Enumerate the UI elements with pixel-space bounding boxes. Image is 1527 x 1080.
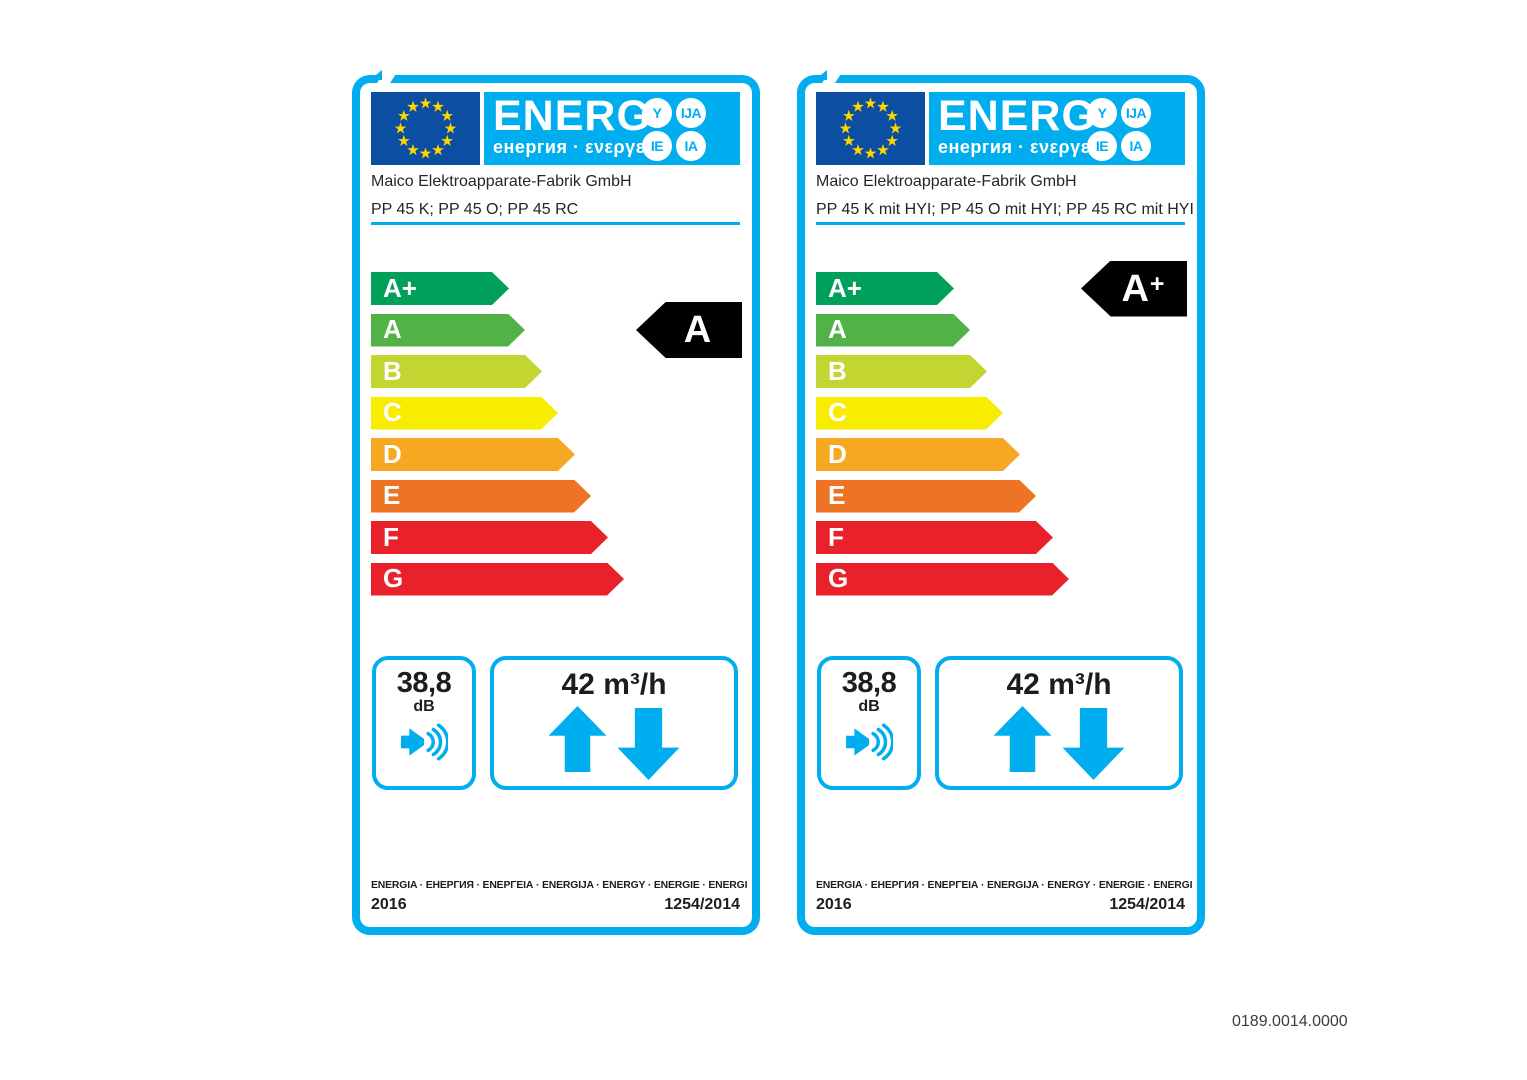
noise-value: 38,8	[396, 667, 452, 699]
suffix-circle-y: Y	[642, 98, 672, 128]
airflow-arrows	[939, 706, 1179, 780]
suffix-circle-ia: IA	[1121, 131, 1151, 161]
airflow-box: 42 m³/h	[935, 656, 1183, 790]
airflow-arrows	[494, 706, 734, 780]
divider	[371, 222, 740, 225]
divider	[816, 222, 1185, 225]
energy-label-left: ENERG енергия · ενεργεια Y IJA IE IA Mai…	[352, 70, 760, 935]
energy-class-bar-e: E	[816, 480, 1036, 513]
footer-languages: ENERGIA · ЕНЕРГИЯ · ΕΝΕΡΓΕΙΑ · ENERGIJA …	[816, 880, 1193, 891]
document-number: 0189.0014.0000	[1232, 1013, 1348, 1030]
energy-class-bar-c: C	[816, 397, 1003, 430]
suffix-circle-ia: IA	[676, 131, 706, 161]
eu-flag-stars-icon	[394, 97, 457, 159]
rating-plus: +	[1149, 269, 1165, 298]
energ-suffix-circles: Y IJA IE IA	[1087, 98, 1151, 161]
suffix-circle-ie: IE	[642, 131, 672, 161]
supplier-name: Maico Elektroapparate-Fabrik GmbH	[816, 173, 1077, 190]
suffix-circle-ie: IE	[1087, 131, 1117, 161]
energy-class-bar-label: B	[828, 355, 847, 386]
footer-languages: ENERGIA · ЕНЕРГИЯ · ΕΝΕΡΓΕΙΑ · ENERGIJA …	[371, 880, 748, 891]
speaker-icon	[401, 723, 450, 761]
airflow-value: 42 m³/h	[1006, 668, 1112, 701]
supplier-name: Maico Elektroapparate-Fabrik GmbH	[371, 173, 632, 190]
eu-flag-stars-icon	[839, 97, 902, 159]
energy-class-scale: A+ A B C D E F G	[816, 272, 1185, 638]
suffix-circle-y: Y	[1087, 98, 1117, 128]
footer-year: 2016	[371, 896, 407, 913]
energy-class-scale: A+ A B C D E F G	[371, 272, 740, 638]
energy-class-bar-label: G	[383, 563, 404, 593]
energ-word: ENERG	[938, 92, 1096, 140]
energy-class-bar-label: D	[828, 438, 847, 469]
speaker-icon	[846, 723, 895, 761]
footer-regulation: 1254/2014	[1109, 896, 1185, 913]
energy-class-bar-d: D	[371, 438, 575, 471]
energy-class-bar-f: F	[816, 521, 1053, 554]
energy-class-bar-label: C	[383, 397, 402, 427]
energ-suffix-circles: Y IJA IE IA	[642, 98, 706, 161]
energ-logo: ENERG енергия · ενεργεια Y IJA IE IA	[484, 92, 740, 165]
energy-class-bar-label: A	[828, 314, 847, 344]
energy-class-bar-g: G	[816, 563, 1069, 596]
rating-letter: A	[1121, 267, 1149, 310]
energy-class-bar-e: E	[371, 480, 591, 513]
energ-subtitle: енергия · ενεργεια	[493, 137, 662, 157]
energy-class-bar-b: B	[371, 355, 542, 388]
suffix-circle-ija: IJA	[676, 98, 706, 128]
energ-word: ENERG	[493, 92, 651, 140]
arrow-up-icon	[548, 706, 607, 772]
noise-value: 38,8	[841, 667, 897, 699]
eu-flag	[371, 92, 480, 165]
energy-class-bar-a: A	[371, 314, 525, 347]
energy-class-bar-d: D	[816, 438, 1020, 471]
energy-class-bar-label: G	[828, 563, 849, 593]
arrow-up-icon	[993, 706, 1052, 772]
arrow-down-icon	[1062, 708, 1125, 780]
energy-class-bar-c: C	[371, 397, 558, 430]
model-identifier: PP 45 K; PP 45 O; PP 45 RC	[371, 201, 579, 218]
energy-class-bar-label: E	[828, 480, 846, 510]
energy-class-bar-label: A+	[383, 272, 417, 303]
energy-label-right: ENERG енергия · ενεργεια Y IJA IE IA Mai…	[797, 70, 1205, 935]
energy-class-bar-aplus: A+	[371, 272, 509, 305]
noise-unit: dB	[858, 698, 880, 715]
energy-class-bar-label: F	[383, 521, 399, 552]
airflow-box: 42 m³/h	[490, 656, 738, 790]
model-identifier: PP 45 K mit HYI; PP 45 O mit HYI; PP 45 …	[816, 201, 1194, 218]
energ-logo: ENERG енергия · ενεργεια Y IJA IE IA	[929, 92, 1185, 165]
energy-class-bar-a: A	[816, 314, 970, 347]
energy-class-bar-b: B	[816, 355, 987, 388]
energy-class-bar-f: F	[371, 521, 608, 554]
suffix-circle-ija: IJA	[1121, 98, 1151, 128]
energy-class-bar-aplus: A+	[816, 272, 954, 305]
energy-class-bar-label: F	[828, 521, 844, 552]
energy-class-bar-label: A+	[828, 272, 862, 303]
energy-class-bar-label: C	[828, 397, 847, 427]
arrow-down-icon	[617, 708, 680, 780]
footer-year: 2016	[816, 896, 852, 913]
energy-class-bar-label: D	[383, 438, 402, 469]
energ-subtitle: енергия · ενεργεια	[938, 137, 1107, 157]
noise-box: 38,8 dB	[372, 656, 476, 790]
noise-unit: dB	[413, 698, 435, 715]
footer-regulation: 1254/2014	[664, 896, 740, 913]
eu-flag	[816, 92, 925, 165]
energy-class-bar-label: E	[383, 480, 401, 510]
energy-class-bar-label: A	[383, 314, 402, 344]
energy-class-bar-label: B	[383, 355, 402, 386]
airflow-value: 42 m³/h	[561, 668, 667, 701]
rating-letter: A	[683, 309, 712, 351]
noise-box: 38,8 dB	[817, 656, 921, 790]
energy-class-bar-g: G	[371, 563, 624, 596]
